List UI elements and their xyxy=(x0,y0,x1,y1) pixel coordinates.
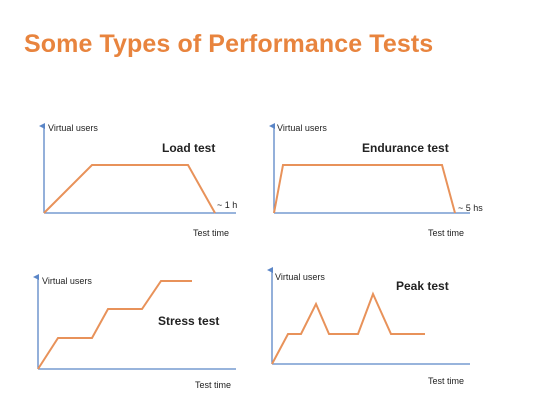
peak-test-curve xyxy=(271,291,425,365)
load-test-y-label: Virtual users xyxy=(48,123,98,133)
page-title: Some Types of Performance Tests xyxy=(24,30,434,58)
load-test-x-label: Test time xyxy=(193,228,229,238)
stress-test-panel: Virtual users Stress test Test time xyxy=(33,274,236,390)
stress-test-curve xyxy=(37,280,192,370)
load-test-curve xyxy=(43,164,216,214)
endurance-test-x-label: Test time xyxy=(428,228,464,238)
load-test-duration: ~ 1 h xyxy=(217,200,237,210)
endurance-test-title: Endurance test xyxy=(362,141,449,155)
load-test-panel: Virtual users Load test ~ 1 h Test time xyxy=(39,123,237,238)
load-test-title: Load test xyxy=(162,141,215,155)
peak-test-y-label: Virtual users xyxy=(275,272,325,282)
stress-test-x-label: Test time xyxy=(195,380,231,390)
endurance-test-duration: ~ 5 hs xyxy=(458,203,483,213)
peak-test-panel: Virtual users Peak test Test time xyxy=(267,267,470,386)
endurance-test-curve xyxy=(273,164,456,214)
stress-test-y-label: Virtual users xyxy=(42,276,92,286)
peak-test-title: Peak test xyxy=(396,279,449,293)
peak-test-x-label: Test time xyxy=(428,376,464,386)
endurance-test-y-label: Virtual users xyxy=(277,123,327,133)
stress-test-title: Stress test xyxy=(158,314,219,328)
endurance-test-panel: Virtual users Endurance test ~ 5 hs Test… xyxy=(269,123,483,238)
